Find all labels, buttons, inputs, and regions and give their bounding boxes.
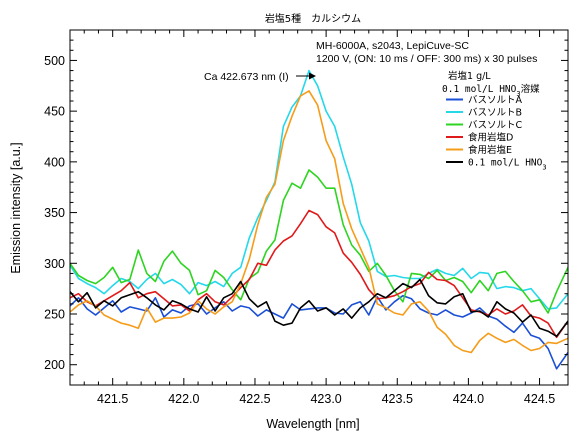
peak-label: Ca 422.673 nm (I) (204, 71, 289, 83)
legend-header-solvent-tail: 溶媒 (521, 83, 541, 95)
legend-header-sample: 岩塩1 g/L (448, 70, 491, 82)
x-tick-label: 424.5 (524, 392, 555, 406)
chart-title: 岩塩5種 カルシウム (265, 12, 361, 25)
legend-header-solvent: 0.1 mol/L HNO3溶媒 (442, 83, 540, 98)
y-tick-label: 350 (44, 206, 65, 220)
series-line-6 (70, 278, 568, 338)
series-line-2 (70, 69, 568, 310)
x-tick-label: 422.0 (168, 392, 199, 406)
x-tick-label: 422.5 (239, 392, 270, 406)
legend-label: バスソルトB (468, 108, 522, 119)
series-line-5 (70, 90, 568, 354)
legend-header-solvent-sub: 3 (516, 90, 520, 98)
y-tick-label: 300 (44, 257, 65, 271)
series-layer (70, 69, 568, 370)
y-tick-label: 400 (44, 155, 65, 169)
peak-arrow-head (309, 72, 316, 80)
legend-label: バスソルトA (468, 95, 523, 106)
x-tick-label: 421.5 (97, 392, 128, 406)
instrument-annotation: MH-6000A, s2043, LepiCuve-SC (316, 40, 469, 52)
y-axis: 200 250 300 350 400 450 500 (44, 39, 568, 376)
legend-label: バスソルトC (468, 120, 523, 131)
plot-frame (69, 29, 569, 386)
y-axis-title: Emission intensity [a.u.] (9, 142, 23, 273)
x-axis: 421.5 422.0 422.5 423.0 423.5 424.0 424.5 (83, 30, 569, 406)
y-tick-label: 450 (44, 105, 65, 119)
legend-header-solvent-main: 0.1 mol/L HNO (442, 84, 517, 95)
series-line-3 (70, 169, 568, 314)
y-tick-label: 200 (44, 358, 65, 372)
x-axis-title: Wavelength [nm] (266, 417, 359, 431)
conditions-annotation: 1200 V, (ON: 10 ms / OFF: 300 ms) x 30 p… (316, 53, 537, 65)
legend-label: 食用岩塩E (468, 144, 512, 156)
legend-label: 0.1 mol/L HNO3 (468, 158, 547, 172)
x-tick-label: 423.0 (310, 392, 341, 406)
x-tick-label: 423.5 (382, 392, 413, 406)
y-tick-label: 500 (44, 54, 65, 68)
legend: 岩塩1 g/L 0.1 mol/L HNO3溶媒 バスソルトAバスソルトBバスソ… (442, 70, 547, 172)
legend-label: 食用岩塩D (468, 132, 513, 144)
x-tick-label: 424.0 (453, 392, 484, 406)
y-tick-label: 250 (44, 308, 65, 322)
